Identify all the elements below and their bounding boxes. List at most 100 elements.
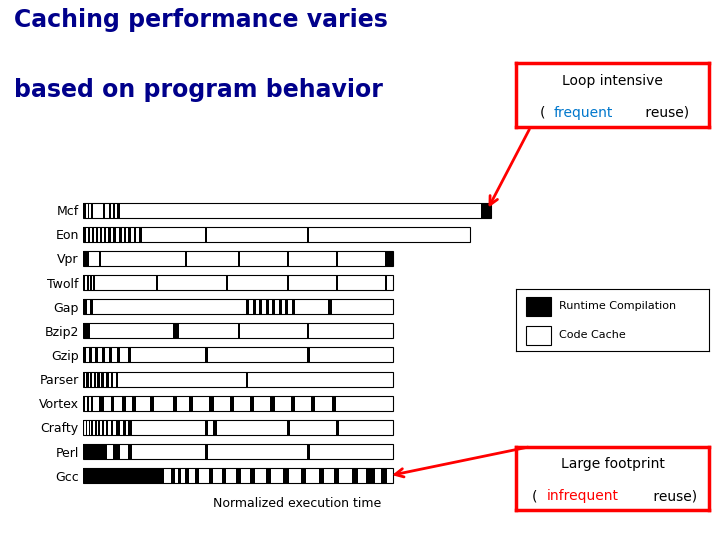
Bar [119,227,122,242]
Bar [109,202,112,218]
Bar [91,420,94,435]
Bar [235,468,240,483]
Bar [83,444,393,459]
Bar [381,468,387,483]
Bar [205,444,209,459]
Bar [102,347,105,362]
Bar [307,323,310,339]
Text: (: ( [531,489,537,503]
Bar [246,299,249,314]
Bar [86,372,89,387]
Bar [106,372,109,387]
Bar [83,372,85,387]
Bar [83,227,86,242]
Bar [91,202,93,218]
Text: Large footprint: Large footprint [561,457,665,471]
Text: based on program behavior: based on program behavior [14,78,383,102]
Bar [89,347,91,362]
Bar [139,227,142,242]
Bar [90,299,93,314]
Bar [266,468,271,483]
Bar [122,396,126,411]
Bar [189,396,193,411]
Bar [106,420,108,435]
Text: Caching performance varies: Caching performance varies [14,8,388,32]
Bar [101,372,104,387]
Bar [124,227,126,242]
Bar [253,299,256,314]
Bar [83,323,393,339]
Bar [222,468,226,483]
Bar [283,468,289,483]
Bar [104,227,107,242]
Bar [311,396,315,411]
Bar [111,396,114,411]
Bar [195,468,199,483]
Bar [526,297,551,315]
Bar [109,347,112,362]
Bar [287,251,289,266]
Bar [352,468,359,483]
Bar [83,202,86,218]
Bar [210,396,214,411]
Text: infrequent: infrequent [547,489,619,503]
Bar [87,275,89,290]
Bar [526,326,551,345]
Bar [114,202,115,218]
Bar [332,396,336,411]
Bar [292,299,295,314]
Bar [83,468,164,483]
Bar [279,299,282,314]
Bar [287,420,290,435]
Bar [134,227,136,242]
Bar [301,468,307,483]
Bar [90,275,91,290]
Text: reuse): reuse) [641,106,689,120]
Bar [132,396,136,411]
Bar [271,396,274,411]
Bar [336,251,338,266]
Bar [83,202,491,218]
Bar [205,347,209,362]
Bar [83,251,89,266]
Bar [117,202,120,218]
Bar [117,347,120,362]
Bar [307,347,310,362]
Bar [259,299,262,314]
Bar [83,299,393,314]
Bar [171,468,174,483]
Bar [83,420,84,435]
Bar [83,420,393,435]
Bar [87,396,89,411]
Bar [266,299,269,314]
Bar [366,468,374,483]
Bar [83,227,470,242]
Bar [83,299,87,314]
Bar [127,444,132,459]
Bar [111,420,114,435]
Text: Loop intensive: Loop intensive [562,74,663,88]
Text: reuse): reuse) [649,489,698,503]
Bar [178,468,181,483]
Bar [103,202,105,218]
Bar [83,444,107,459]
Bar [336,420,339,435]
Bar [83,347,393,362]
Bar [89,420,90,435]
Bar [225,275,228,290]
Bar [116,372,118,387]
Bar [98,420,100,435]
X-axis label: Normalized execution time: Normalized execution time [213,497,381,510]
Bar [250,468,255,483]
Bar [83,468,393,483]
Bar [246,372,248,387]
Text: (: ( [539,106,545,120]
Bar [238,323,240,339]
Bar [114,227,116,242]
Bar [307,444,310,459]
Bar [287,275,289,290]
Bar [111,372,114,387]
Bar [94,275,95,290]
Bar [150,396,154,411]
Bar [185,251,186,266]
